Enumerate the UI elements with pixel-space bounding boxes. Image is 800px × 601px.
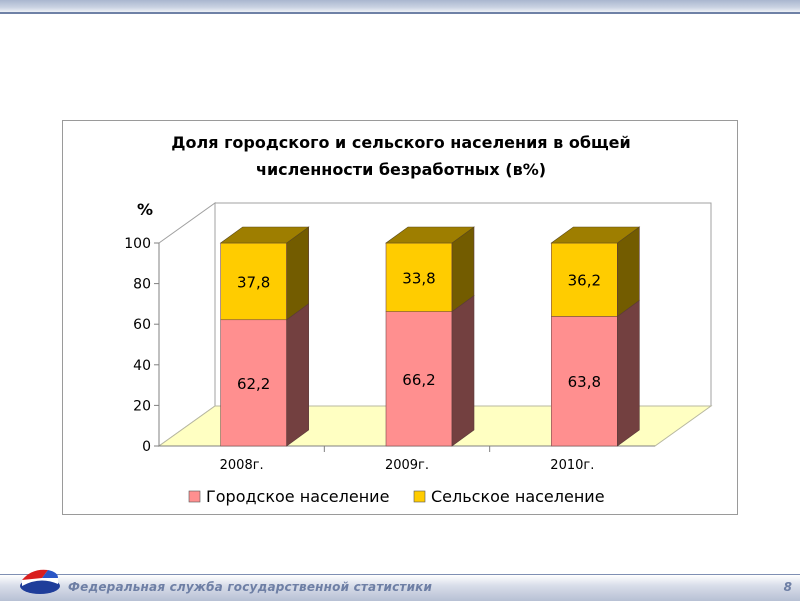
data-label: 37,8: [237, 273, 270, 291]
rosstat-logo-icon: [20, 569, 60, 594]
bar-side-urban: [451, 295, 475, 447]
legend-label-rural: Сельское население: [431, 487, 605, 506]
data-label: 33,8: [402, 269, 435, 287]
y-tick-label: 0: [142, 439, 151, 455]
y-tick-label: 40: [133, 358, 151, 374]
bar-top-face: [385, 226, 475, 244]
bar-rural-2008г.: [220, 242, 287, 321]
chart-title-line: Доля городского и сельского населения в …: [171, 133, 630, 152]
chart-frame: Доля городского и сельского населения в …: [62, 120, 738, 515]
chart-svg: Доля городского и сельского населения в …: [124, 133, 713, 506]
y-axis-label: %: [137, 200, 153, 219]
y-tick-label: 20: [133, 398, 151, 414]
bar-urban-2009г.: [385, 311, 453, 447]
bar-side-urban: [286, 303, 309, 447]
y-tick-label: 60: [133, 317, 151, 333]
x-tick-label: 2009г.: [385, 458, 429, 473]
top-decor-line: [0, 12, 800, 14]
y-tick-label: 100: [124, 236, 151, 252]
legend-swatch-rural: [413, 490, 426, 503]
chart-side-wall: [158, 202, 216, 447]
x-tick-label: 2008г.: [220, 458, 264, 473]
bar-top-face: [219, 226, 310, 244]
bar-urban-2008г.: [220, 319, 287, 447]
data-label: 63,8: [568, 373, 601, 391]
page-number: 8: [783, 580, 792, 594]
bar-rural-2010г.: [551, 242, 618, 317]
legend-label-urban: Городское население: [206, 487, 389, 506]
bar-side-urban: [617, 299, 640, 447]
x-tick-label: 2010г.: [550, 458, 594, 473]
footer-bar: [0, 574, 800, 601]
y-tick-label: 80: [133, 277, 151, 293]
data-label: 36,2: [568, 272, 601, 290]
data-label: 62,2: [237, 375, 270, 393]
footer-organization-text: Федеральная служба государственной стати…: [68, 580, 433, 594]
legend-swatch-urban: [188, 490, 201, 503]
chart-title-line: численности безработных (в%): [256, 160, 546, 179]
data-label: 66,2: [402, 371, 435, 389]
bar-top-face: [550, 226, 641, 244]
top-decor-bar: [0, 0, 800, 12]
